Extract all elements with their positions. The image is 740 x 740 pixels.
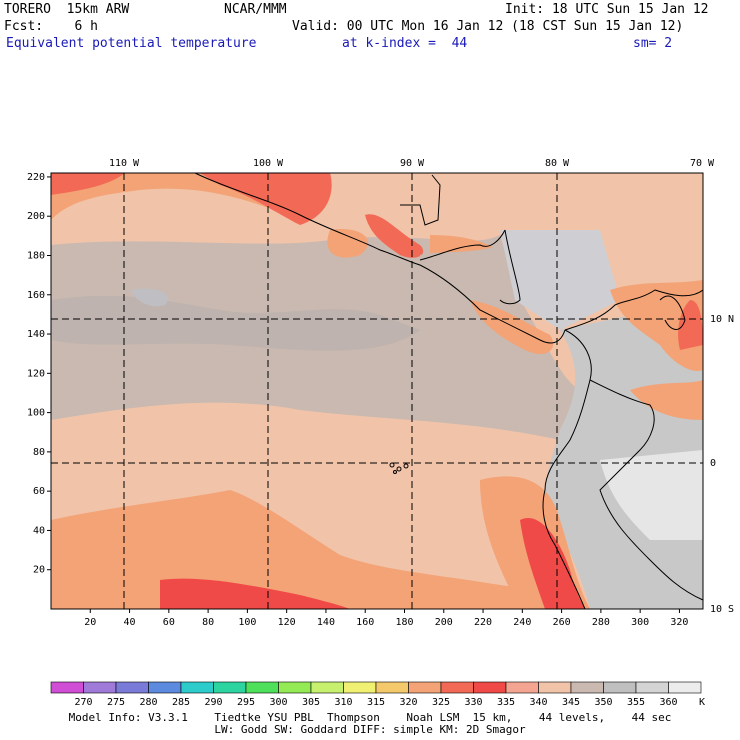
y-tick-label: 40 — [33, 525, 45, 536]
colorbar-label: 335 — [497, 697, 515, 708]
axis-ticks: 220 200 180 160 140 120 100 80 60 40 20 20 40 60 80 100… — [27, 172, 689, 628]
colorbar-swatch — [473, 681, 507, 694]
graticule — [51, 173, 703, 609]
colorbar-swatch — [570, 681, 604, 694]
colorbar-swatch — [278, 681, 312, 694]
colorbar-swatch — [115, 681, 149, 694]
lat-label: 0 — [710, 458, 716, 469]
lat-label: 10 S — [710, 604, 734, 615]
colorbar-label: 300 — [269, 697, 287, 708]
level-index: at k-index = 44 — [342, 36, 468, 51]
y-tick-label: 180 — [27, 250, 45, 261]
colorbar-label: 340 — [529, 697, 547, 708]
colorbar-label: 270 — [74, 697, 92, 708]
x-tick-label: 60 — [163, 617, 175, 628]
colorbar-label: 325 — [432, 697, 450, 708]
lon-label: 70 W — [690, 158, 715, 169]
x-tick-label: 40 — [124, 617, 136, 628]
theta-e-field — [51, 173, 703, 609]
x-tick-label: 140 — [317, 617, 335, 628]
y-tick-label: 200 — [27, 211, 45, 222]
colorbar-swatch — [635, 681, 669, 694]
model-name: TORERO 15km ARW — [4, 2, 130, 17]
colorbar-swatch — [440, 681, 474, 694]
x-tick-label: 220 — [474, 617, 492, 628]
y-tick-label: 60 — [33, 486, 45, 497]
colorbar-swatch — [310, 681, 344, 694]
x-tick-label: 120 — [278, 617, 296, 628]
colorbar-label: 305 — [302, 697, 320, 708]
x-tick-label: 20 — [84, 617, 96, 628]
colorbar-swatch — [213, 681, 247, 694]
colorbar-swatch — [505, 681, 539, 694]
colorbar-label: 320 — [399, 697, 417, 708]
colorbar-swatch — [50, 681, 84, 694]
x-tick-label: 180 — [395, 617, 413, 628]
y-tick-label: 140 — [27, 329, 45, 340]
colorbar-swatch — [245, 681, 279, 694]
smoothing: sm= 2 — [633, 36, 673, 51]
y-tick-label: 20 — [33, 565, 45, 576]
colorbar-swatch — [148, 681, 182, 694]
colorbar-label: 315 — [367, 697, 385, 708]
coastlines — [194, 172, 704, 610]
colorbar-label: 360 — [659, 697, 677, 708]
map-frame — [50, 172, 704, 610]
colorbar: 270 275 280 285 290 295 300 305 310 315 320 325 330 3… — [50, 681, 702, 708]
lon-label: 100 W — [253, 158, 284, 169]
x-tick-label: 320 — [670, 617, 688, 628]
forecast-hour: Fcst: 6 h — [4, 19, 98, 34]
colorbar-swatch — [668, 681, 702, 694]
colorbar-label: 330 — [464, 697, 482, 708]
y-tick-label: 220 — [27, 172, 45, 183]
lat-label: 10 N — [710, 314, 734, 325]
valid-time: Valid: 00 UTC Mon 16 Jan 12 (18 CST Sun … — [292, 19, 684, 34]
colorbar-swatch — [408, 681, 442, 694]
center-name: NCAR/MMM — [224, 2, 287, 17]
y-tick-label: 80 — [33, 447, 45, 458]
colorbar-label: 310 — [334, 697, 352, 708]
colorbar-swatch — [538, 681, 572, 694]
y-tick-label: 120 — [27, 368, 45, 379]
colorbar-label: 290 — [204, 697, 222, 708]
lon-label: 90 W — [400, 158, 425, 169]
x-tick-label: 260 — [553, 617, 571, 628]
y-tick-label: 160 — [27, 290, 45, 301]
x-tick-label: 300 — [631, 617, 649, 628]
colorbar-label: 355 — [627, 697, 645, 708]
colorbar-swatch — [343, 681, 377, 694]
y-tick-label: 100 — [27, 408, 45, 419]
x-tick-label: 160 — [356, 617, 374, 628]
colorbar-label: 280 — [139, 697, 157, 708]
x-tick-label: 280 — [592, 617, 610, 628]
colorbar-swatch — [83, 681, 117, 694]
model-info-line1: Model Info: V3.3.1 Tiedtke YSU PBL Thomp… — [68, 711, 672, 724]
colorbar-swatch — [603, 681, 637, 694]
x-tick-label: 240 — [513, 617, 531, 628]
colorbar-label: 275 — [107, 697, 125, 708]
colorbar-swatch — [180, 681, 214, 694]
init-time: Init: 18 UTC Sun 15 Jan 12 — [505, 2, 709, 17]
lon-label: 110 W — [109, 158, 140, 169]
colorbar-label: 295 — [237, 697, 255, 708]
colorbar-label: 345 — [562, 697, 580, 708]
x-tick-label: 80 — [202, 617, 214, 628]
x-tick-label: 200 — [435, 617, 453, 628]
colorbar-label: 350 — [594, 697, 612, 708]
model-info-line2: LW: Godd SW: Goddard DIFF: simple KM: 2D… — [214, 723, 526, 736]
colorbar-unit: K — [699, 697, 705, 708]
colorbar-swatch — [375, 681, 409, 694]
field-name: Equivalent potential temperature — [6, 36, 257, 51]
lon-label: 80 W — [545, 158, 570, 169]
x-tick-label: 100 — [238, 617, 256, 628]
colorbar-label: 285 — [172, 697, 190, 708]
